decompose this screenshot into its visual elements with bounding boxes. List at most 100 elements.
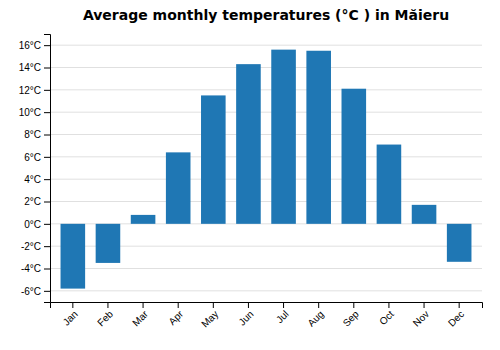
tick: Jun	[236, 302, 255, 328]
tick-mark	[44, 157, 50, 158]
tick: Dec	[446, 302, 466, 329]
tick-label: -2°C	[21, 241, 41, 252]
bar	[306, 51, 331, 224]
bar	[236, 64, 261, 224]
tick-label: Jun	[236, 308, 255, 327]
tick-mark	[44, 45, 50, 46]
grid-line	[50, 201, 482, 202]
tick-label: 14°C	[19, 62, 41, 73]
tick-mark	[283, 302, 284, 308]
bar	[61, 224, 86, 289]
tick-label: Aug	[305, 308, 325, 328]
tick-mark	[459, 302, 460, 308]
tick-label: 12°C	[19, 85, 41, 96]
tick-mark	[44, 179, 50, 180]
tick-label: Jul	[274, 308, 291, 325]
tick-label: -4°C	[21, 263, 41, 274]
tick-label: 2°C	[24, 196, 41, 207]
tick: 14°C	[19, 62, 50, 73]
tick-mark	[72, 302, 73, 308]
grid-line	[50, 45, 482, 46]
tick: -2°C	[21, 241, 50, 252]
tick: 6°C	[24, 152, 50, 163]
tick-label: 8°C	[24, 129, 41, 140]
tick: 12°C	[19, 85, 50, 96]
tick: Jan	[61, 302, 80, 328]
tick-label: 4°C	[24, 174, 41, 185]
tick-mark	[44, 90, 50, 91]
tick-mark	[44, 68, 50, 69]
axis-line	[51, 303, 483, 309]
y-axis: -6°C -4°C -2°C 0°C 2°C 4°C 6°C 8°C 10°C 12°C 14°C 1…	[19, 35, 51, 303]
tick-label: 6°C	[24, 152, 41, 163]
title: Average monthly temperatures (°C ) in Mă…	[83, 7, 449, 23]
tick-mark	[424, 302, 425, 308]
tick-label: Sep	[341, 308, 362, 329]
tick: 0°C	[24, 219, 50, 230]
tick-mark	[44, 224, 50, 225]
bar	[131, 215, 156, 224]
grid	[50, 45, 482, 291]
tick-label: 16°C	[19, 40, 41, 51]
grid-line	[50, 67, 482, 68]
bar	[271, 50, 296, 224]
tick-mark	[213, 302, 214, 308]
tick-mark	[388, 302, 389, 308]
tick-mark	[178, 302, 179, 308]
tick: 2°C	[24, 196, 50, 207]
tick-label: Feb	[95, 308, 115, 328]
grid-line	[50, 156, 482, 157]
tick-mark	[44, 269, 50, 270]
tick-label: May	[199, 308, 220, 329]
tick: Oct	[377, 302, 396, 327]
bar	[96, 224, 121, 263]
tick-mark	[44, 202, 50, 203]
tick-label: Mar	[130, 308, 150, 328]
tick: -4°C	[21, 263, 50, 274]
tick-label: Nov	[411, 308, 431, 328]
tick: 16°C	[19, 40, 50, 51]
bar	[377, 145, 402, 224]
tick: Apr	[166, 302, 185, 327]
axis-line	[44, 35, 51, 303]
tick-mark	[353, 302, 354, 308]
tick-mark	[44, 291, 50, 292]
tick: -6°C	[21, 286, 50, 297]
tick-label: 10°C	[19, 107, 41, 118]
tick: 4°C	[24, 174, 50, 185]
tick-label: 0°C	[24, 219, 41, 230]
grid-line	[50, 89, 482, 90]
tick-mark	[107, 302, 108, 308]
tick: May	[199, 302, 220, 330]
tick-label: -6°C	[21, 286, 41, 297]
bar	[342, 89, 367, 224]
tick-mark	[318, 302, 319, 308]
grid-line	[50, 134, 482, 135]
bars	[61, 50, 472, 289]
plot: -6°C -4°C -2°C 0°C 2°C 4°C 6°C 8°C 10°C 12°C 14°C 1…	[19, 35, 483, 330]
grid-line	[50, 268, 482, 269]
tick: 8°C	[24, 129, 50, 140]
grid-line	[50, 290, 482, 291]
tick: Aug	[305, 302, 325, 329]
tick: Sep	[341, 302, 362, 329]
tick-mark	[44, 135, 50, 136]
tick: Mar	[130, 302, 150, 328]
tick-label: Apr	[166, 308, 185, 327]
grid-line	[50, 179, 482, 180]
bar	[447, 224, 472, 262]
tick: Jul	[274, 302, 291, 325]
tick-label: Oct	[377, 308, 396, 327]
tick-mark	[44, 246, 50, 247]
chart: -6°C -4°C -2°C 0°C 2°C 4°C 6°C 8°C 10°C 12°C 14°C 1…	[0, 0, 500, 350]
tick-label: Jan	[61, 308, 80, 327]
tick: Nov	[411, 302, 431, 329]
bar	[201, 95, 226, 223]
tick-mark	[248, 302, 249, 308]
tick-mark	[143, 302, 144, 308]
bar	[166, 152, 191, 223]
grid-line	[50, 112, 482, 113]
tick-label: Dec	[446, 308, 466, 328]
x-axis: Jan Feb Mar Apr May Jun Jul Aug Sep Oct Nov Dec	[51, 302, 483, 330]
tick-mark	[44, 112, 50, 113]
